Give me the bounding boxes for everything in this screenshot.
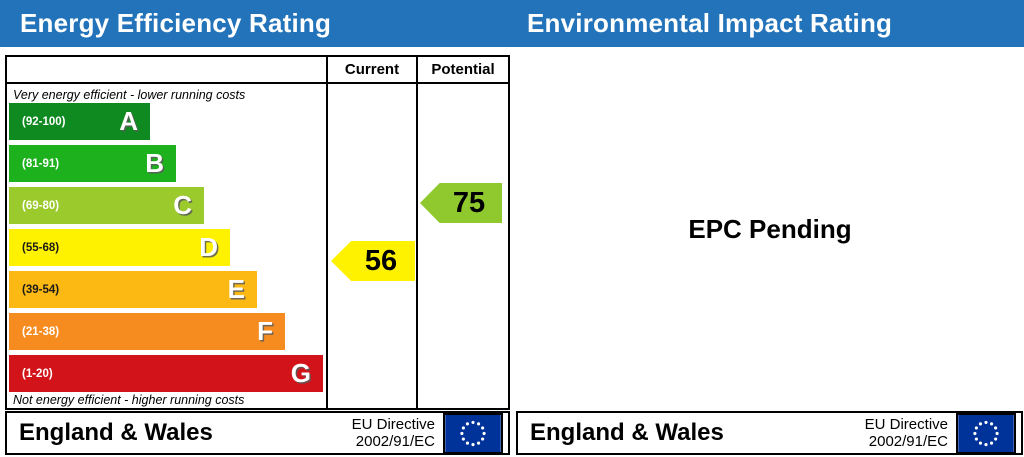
current-value-column: 56 — [328, 84, 418, 408]
band-b-bar: (81-91) B — [9, 145, 176, 182]
footer-right: England & Wales EU Directive 2002/91/EC — [516, 411, 1023, 455]
potential-arrow: 75 — [420, 183, 502, 223]
eu-flag-icon — [956, 412, 1016, 454]
band-a-range: (92-100) — [22, 115, 66, 128]
band-f-range: (21-38) — [22, 325, 60, 338]
band-d-range: (55-68) — [22, 241, 60, 254]
table-body: Very energy efficient - lower running co… — [7, 84, 508, 408]
top-note: Very energy efficient - lower running co… — [13, 88, 246, 102]
region-label: England & Wales — [530, 419, 724, 446]
band-g-letter: G — [290, 358, 311, 388]
potential-column-header: Potential — [431, 61, 495, 78]
band-d-letter: D — [199, 232, 218, 262]
band-e-range: (39-54) — [22, 283, 60, 296]
header-bar: Energy Efficiency Rating Environmental I… — [0, 0, 1024, 47]
eu-directive-label: EU Directive 2002/91/EC — [352, 416, 435, 451]
band-f-bar: (21-38) F — [9, 313, 285, 350]
rating-bands-column: Very energy efficient - lower running co… — [7, 84, 328, 408]
band-b-letter: B — [145, 148, 164, 178]
band-e-letter: E — [227, 274, 245, 304]
band-c-range: (69-80) — [22, 199, 60, 212]
region-label: England & Wales — [19, 419, 213, 446]
band-a-bar: (92-100) A — [9, 103, 150, 140]
footer-left: England & Wales EU Directive 2002/91/EC — [5, 411, 510, 455]
band-b-range: (81-91) — [22, 157, 60, 170]
band-e-bar: (39-54) E — [9, 271, 257, 308]
environmental-impact-title: Environmental Impact Rating — [527, 8, 893, 38]
eu-flag-icon — [443, 412, 503, 454]
current-arrow: 56 — [331, 241, 415, 281]
current-column-header: Current — [328, 57, 418, 82]
epc-pending-status: EPC Pending — [516, 47, 1024, 411]
eu-directive-line1: EU Directive — [864, 415, 948, 433]
band-g-bar: (1-20) G — [9, 355, 323, 392]
eu-directive-line2: 2002/91/EC — [868, 433, 948, 450]
eu-directive-line2: 2002/91/EC — [355, 433, 435, 450]
eu-directive-label: EU Directive 2002/91/EC — [865, 416, 948, 451]
band-f-letter: F — [257, 316, 273, 346]
band-c-bar: (69-80) C — [9, 187, 204, 224]
header-spacer-cell — [7, 57, 328, 82]
potential-value-column: 75 — [418, 84, 508, 408]
table-header-row: Current Potential — [7, 57, 508, 84]
bottom-note: Not energy efficient - higher running co… — [13, 393, 245, 407]
energy-efficiency-title: Energy Efficiency Rating — [20, 8, 332, 38]
eu-directive-line1: EU Directive — [351, 415, 435, 433]
band-a-letter: A — [119, 106, 138, 136]
band-g-range: (1-20) — [22, 367, 53, 380]
band-d-bar: (55-68) D — [9, 229, 230, 266]
band-c-letter: C — [173, 190, 192, 220]
energy-rating-table: Current Potential Very energy efficient … — [5, 55, 510, 410]
